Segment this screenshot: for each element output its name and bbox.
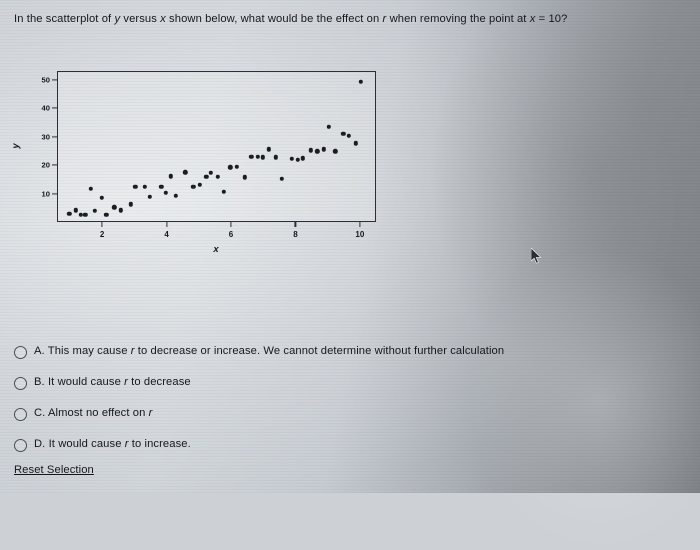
screen-glare-overlay <box>430 0 700 390</box>
question-var-x2: x <box>529 13 536 25</box>
data-point <box>158 184 164 190</box>
data-point <box>255 154 260 160</box>
data-point <box>273 154 278 160</box>
radio-button-d[interactable] <box>14 439 27 452</box>
data-point <box>346 133 351 139</box>
data-point <box>321 147 327 152</box>
y-axis-label: y <box>10 143 22 149</box>
y-tick-label: 40 <box>41 103 50 113</box>
data-point <box>142 184 148 189</box>
data-point <box>88 186 94 191</box>
mouse-pointer-icon <box>531 248 542 264</box>
question-var-y: y <box>114 13 121 25</box>
data-point <box>295 157 301 163</box>
question-mid2: shown below, what would be the effect on <box>165 13 383 25</box>
radio-button-b[interactable] <box>14 377 27 390</box>
x-tick-label: 2 <box>99 230 105 239</box>
option-label-b: B. It would cause r to decrease <box>34 376 191 388</box>
x-tick-mark <box>359 222 361 227</box>
data-point <box>133 184 138 190</box>
data-point <box>204 174 209 180</box>
data-point <box>128 201 133 207</box>
answer-options-list: A. This may cause r to decrease or incre… <box>14 345 534 469</box>
x-axis-label: x <box>213 244 219 255</box>
data-point <box>300 156 306 161</box>
data-point <box>99 195 104 200</box>
data-point <box>208 170 214 176</box>
option-row-b[interactable]: B. It would cause r to decrease <box>14 376 534 407</box>
data-point <box>215 174 220 180</box>
plot-frame <box>57 71 376 222</box>
x-tick-label: 10 <box>355 230 365 239</box>
data-point <box>73 207 78 213</box>
radio-button-c[interactable] <box>14 408 27 421</box>
question-prefix: In the scatterplot of <box>14 13 115 25</box>
question-var-x: x <box>160 13 166 25</box>
option-row-a[interactable]: A. This may cause r to decrease or incre… <box>14 345 534 376</box>
data-point <box>197 182 202 188</box>
y-tick-mark <box>52 78 57 81</box>
x-tick-mark <box>101 222 103 227</box>
reset-selection-link[interactable]: Reset Selection <box>14 464 94 476</box>
y-tick-label: 20 <box>41 160 50 170</box>
y-tick-label: 30 <box>41 132 50 142</box>
y-tick-mark <box>52 107 57 109</box>
x-tick-label: 4 <box>164 230 169 239</box>
radio-button-a[interactable] <box>14 346 27 359</box>
y-tick-mark <box>52 164 57 166</box>
question-text: In the scatterplot of y versus x shown b… <box>14 13 574 25</box>
data-point <box>266 147 272 152</box>
data-point <box>112 205 117 210</box>
y-tick-mark <box>52 192 57 195</box>
data-point <box>191 184 196 190</box>
data-point <box>221 189 227 195</box>
data-point <box>173 193 178 198</box>
data-point <box>104 212 109 217</box>
data-point <box>234 164 240 169</box>
question-mid1: versus <box>120 13 161 25</box>
question-tail: = 10? <box>535 13 568 25</box>
x-tick-mark <box>294 222 297 227</box>
data-point <box>308 148 314 153</box>
option-label-d: D. It would cause r to increase. <box>34 438 191 450</box>
data-point <box>92 208 98 213</box>
y-tick-label: 50 <box>41 75 50 85</box>
option-label-a: A. This may cause r to decrease or incre… <box>34 345 505 357</box>
data-point <box>353 141 359 146</box>
question-var-r: r <box>382 13 387 25</box>
data-point <box>242 175 248 180</box>
data-point <box>168 174 173 179</box>
data-point <box>260 154 265 160</box>
data-point <box>358 79 364 85</box>
question-suffix: when removing the point at <box>386 13 530 25</box>
data-point <box>289 156 294 161</box>
data-point <box>83 212 88 218</box>
option-row-c[interactable]: C. Almost no effect on r <box>14 407 534 438</box>
y-tick-mark <box>52 135 57 138</box>
data-point <box>326 124 331 129</box>
x-tick-label: 8 <box>293 230 298 239</box>
data-point <box>279 176 285 181</box>
data-point <box>249 154 254 159</box>
data-point <box>315 149 320 154</box>
data-point <box>228 164 233 170</box>
x-tick-mark <box>230 222 232 227</box>
data-point <box>340 131 346 137</box>
scatterplot: y x 10 20 30 40 50 2 4 6 8 10 <box>8 62 400 262</box>
option-label-c: C. Almost no effect on r <box>34 407 153 419</box>
data-point <box>78 212 83 217</box>
data-point <box>147 194 153 199</box>
data-point <box>118 208 124 213</box>
x-tick-label: 6 <box>228 230 234 239</box>
data-point <box>163 190 169 195</box>
data-point <box>183 170 188 175</box>
x-tick-mark <box>165 222 168 227</box>
data-point <box>67 211 72 216</box>
option-row-d[interactable]: D. It would cause r to increase. <box>14 438 534 469</box>
y-tick-label: 10 <box>41 189 50 198</box>
data-point <box>332 149 338 154</box>
